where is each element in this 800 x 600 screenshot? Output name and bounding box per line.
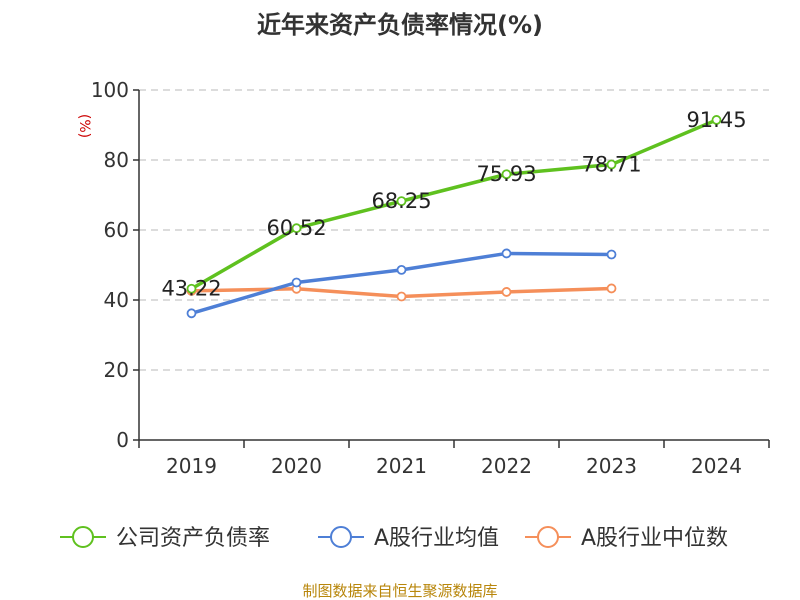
series-group xyxy=(186,115,722,319)
legend-label-1: 公司资产负债率 xyxy=(116,526,270,551)
series-point-1 xyxy=(396,196,407,207)
y-tick-label: 100 xyxy=(91,78,129,102)
y-axis-label: (%) xyxy=(76,114,92,138)
series-point-1 xyxy=(291,223,302,234)
x-tick-label: 2023 xyxy=(586,454,637,478)
x-tick-label: 2019 xyxy=(166,454,217,478)
chart-title: 近年来资产负债率情况(%) xyxy=(257,11,543,39)
series-point-1 xyxy=(606,159,617,170)
data-label: 43.22 xyxy=(161,277,221,301)
legend-label-2: A股行业均值 xyxy=(374,526,499,551)
series-point-2 xyxy=(501,248,512,259)
x-tick-label: 2024 xyxy=(691,454,742,478)
series-point-1 xyxy=(501,169,512,180)
data-label: 75.93 xyxy=(476,162,536,186)
data-label: 60.52 xyxy=(266,216,326,240)
x-tick-label: 2021 xyxy=(376,454,427,478)
x-tick-label: 2022 xyxy=(481,454,532,478)
series-point-3 xyxy=(606,283,617,294)
y-tick-label: 0 xyxy=(116,428,129,452)
legend: 公司资产负债率 A股行业均值 A股行业中位数 xyxy=(60,526,728,551)
y-tick-label: 20 xyxy=(104,358,129,382)
y-tick-label: 60 xyxy=(104,218,129,242)
legend-marker-2 xyxy=(330,526,352,548)
x-tick-label: 2020 xyxy=(271,454,322,478)
series-point-1 xyxy=(711,115,722,125)
series-point-3 xyxy=(396,291,407,302)
axes: 0 20 40 60 80 100 2019 2020 2021 2022 2023 2024 xyxy=(91,78,770,478)
source-note: 制图数据来自恒生聚源数据库 xyxy=(302,582,497,600)
series-point-2 xyxy=(186,308,197,319)
data-labels: 43.22 60.52 68.25 75.93 78.71 91.45 xyxy=(161,108,746,301)
grid-lines xyxy=(139,89,769,371)
series-point-1 xyxy=(186,283,197,294)
data-label: 78.71 xyxy=(581,153,641,177)
legend-marker-1 xyxy=(72,526,94,548)
data-label: 91.45 xyxy=(686,108,746,132)
y-tick-label: 80 xyxy=(104,148,129,172)
legend-label-3: A股行业中位数 xyxy=(581,526,728,551)
series-point-2 xyxy=(291,277,302,288)
data-label: 68.25 xyxy=(371,189,431,213)
series-point-2 xyxy=(606,249,617,260)
legend-marker-3 xyxy=(537,526,559,548)
series-point-3 xyxy=(501,287,512,297)
series-point-2 xyxy=(396,264,407,275)
series-line-1 xyxy=(189,118,719,291)
y-tick-label: 40 xyxy=(104,288,129,312)
series-line-2 xyxy=(189,251,614,316)
